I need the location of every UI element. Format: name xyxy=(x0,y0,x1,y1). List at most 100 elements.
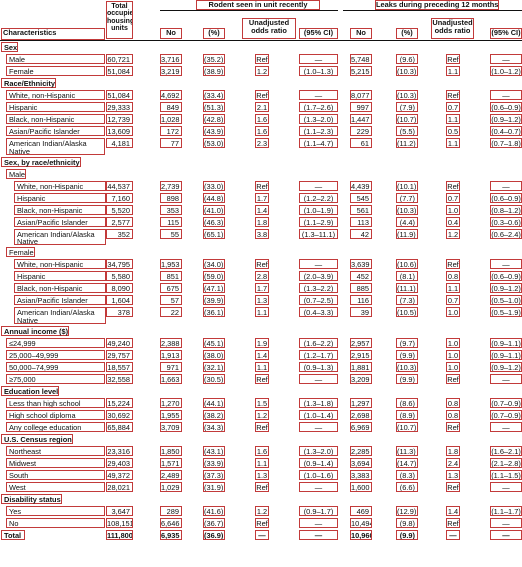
cell-l-ci: — xyxy=(490,529,522,540)
rodent-group-rule xyxy=(160,10,338,11)
cell-r-pct: (44.8) xyxy=(203,192,225,203)
cell-total: 8,090 xyxy=(106,283,133,293)
cell-total: 60,721 xyxy=(106,54,133,64)
header-characteristics: Characteristics xyxy=(1,28,105,40)
cell-r-no: 1,270 xyxy=(160,397,182,408)
cell-l-or: Ref xyxy=(446,421,460,432)
cell-r-pct: (65.1) xyxy=(203,228,225,239)
cell-l-pct: (10.3) xyxy=(396,66,418,76)
cell-l-ci: (1.1–1.7) xyxy=(490,505,522,516)
cell-total: 352 xyxy=(106,228,133,239)
cell-l-no: 545 xyxy=(350,192,372,203)
cell-r-ci: (0.4–3.3) xyxy=(299,307,338,317)
cell-l-pct: (5.5) xyxy=(396,126,418,136)
section-heading: Disability status xyxy=(1,493,62,504)
cell-l-no: 4,439 xyxy=(350,180,372,191)
cell-total: 30,692 xyxy=(106,409,133,420)
cell-r-ci: (2.0–3.9) xyxy=(299,271,338,281)
cell-r-pct: (53.0) xyxy=(203,138,225,148)
cell-r-ci: (1.3–11.1) xyxy=(299,228,338,239)
cell-l-ci: (0.5–1.0) xyxy=(490,295,522,305)
cell-l-or: Ref xyxy=(446,259,460,269)
cell-l-ci: (0.9–1.2) xyxy=(490,114,522,124)
cell-l-or: Ref xyxy=(446,180,460,191)
cell-l-or: 1.4 xyxy=(446,505,460,516)
cell-l-ci: (0.8–1.2) xyxy=(490,204,522,215)
cell-l-no: 469 xyxy=(350,505,372,516)
row-label: ≤24,999 xyxy=(6,337,105,348)
row-label: Hispanic xyxy=(14,192,106,203)
row-label: Hispanic xyxy=(6,102,105,112)
cell-r-pct: (41.6) xyxy=(203,505,225,516)
group-heading: Female xyxy=(6,247,35,257)
cell-l-ci: (0.6–0.9) xyxy=(490,192,522,203)
cell-l-pct: (9.7) xyxy=(396,337,418,348)
cell-l-pct: (4.4) xyxy=(396,216,418,227)
cell-total: 1,604 xyxy=(106,295,133,305)
cell-r-ci: (1.0–1.6) xyxy=(299,469,338,480)
section-heading: U.S. Census region xyxy=(1,433,73,444)
cell-total: 18,557 xyxy=(106,361,133,372)
cell-r-pct: (59.0) xyxy=(203,271,225,281)
cell-r-no: 115 xyxy=(160,216,182,227)
cell-r-or: — xyxy=(255,529,269,540)
cell-r-ci: — xyxy=(299,517,338,528)
cell-l-no: 2,957 xyxy=(350,337,372,348)
cell-l-pct: (8.3) xyxy=(396,469,418,480)
cell-total: 44,537 xyxy=(106,180,133,191)
cell-r-pct: (36.9) xyxy=(203,529,225,540)
cell-l-no: 39 xyxy=(350,307,372,317)
cell-r-or: 2.1 xyxy=(255,102,269,112)
header-bottom-rule xyxy=(0,40,522,41)
cell-r-pct: (30.5) xyxy=(203,373,225,384)
cell-l-ci: (0.9–1.1) xyxy=(490,349,522,360)
cell-l-or: 1.8 xyxy=(446,445,460,456)
header-leaks-or: Unadjusted odds ratio xyxy=(431,18,474,39)
cell-l-no: 6,969 xyxy=(350,421,372,432)
cell-r-ci: (1.3–2.0) xyxy=(299,445,338,456)
cell-total: 51,084 xyxy=(106,90,133,100)
cell-total: 32,558 xyxy=(106,373,133,384)
header-leaks-no: No xyxy=(350,28,372,39)
cell-r-or: Ref xyxy=(255,90,269,100)
cell-r-or: 1.4 xyxy=(255,204,269,215)
cell-r-no: 77 xyxy=(160,138,182,148)
cell-r-or: Ref xyxy=(255,421,269,432)
cell-l-or: 1.0 xyxy=(446,204,460,215)
cell-l-or: 0.7 xyxy=(446,192,460,203)
cell-l-ci: (2.1–2.8) xyxy=(490,457,522,468)
cell-r-no: 6,935 xyxy=(160,529,182,540)
row-label: Northeast xyxy=(6,445,105,456)
cell-r-no: 1,663 xyxy=(160,373,182,384)
cell-total: 65,884 xyxy=(106,421,133,432)
row-label: Black, non-Hispanic xyxy=(6,114,105,124)
cell-total: 28,021 xyxy=(106,481,133,492)
cell-l-or: 1.1 xyxy=(446,114,460,124)
cell-r-no: 57 xyxy=(160,295,182,305)
cell-total: 378 xyxy=(106,307,133,317)
cell-l-ci: (0.5–1.9) xyxy=(490,307,522,317)
row-label: 25,000–49,999 xyxy=(6,349,105,360)
cell-r-ci: — xyxy=(299,373,338,384)
cell-l-pct: (7.3) xyxy=(396,295,418,305)
total-row-label: Total xyxy=(1,529,25,540)
cell-r-or: 2.8 xyxy=(255,271,269,281)
row-label: Asian/Pacific Islander xyxy=(6,126,105,136)
cell-l-ci: — xyxy=(490,517,522,528)
section-heading: Annual income ($) xyxy=(1,325,70,336)
cell-r-no: 971 xyxy=(160,361,182,372)
cell-total: 3,647 xyxy=(106,505,133,516)
cell-l-ci: (0.9–1.2) xyxy=(490,361,522,372)
cell-l-ci: — xyxy=(490,373,522,384)
cell-r-ci: — xyxy=(299,180,338,191)
cell-l-no: 1,600 xyxy=(350,481,372,492)
group-heading: Male xyxy=(6,168,27,179)
cell-r-ci: (0.7–2.5) xyxy=(299,295,338,305)
cell-l-pct: (8.9) xyxy=(396,409,418,420)
cell-r-pct: (34.0) xyxy=(203,259,225,269)
cell-r-no: 1,028 xyxy=(160,114,182,124)
cell-l-no: 61 xyxy=(350,138,372,148)
cell-r-or: 1.3 xyxy=(255,295,269,305)
cell-r-no: 3,709 xyxy=(160,421,182,432)
